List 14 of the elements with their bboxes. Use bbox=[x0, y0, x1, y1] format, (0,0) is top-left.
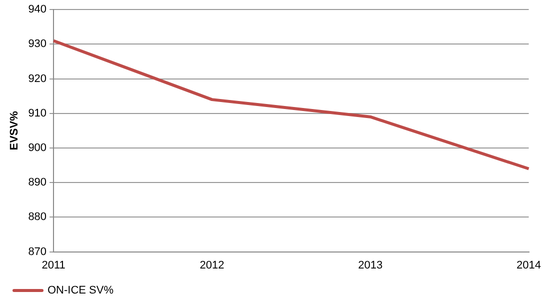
y-tick-label: 880 bbox=[28, 211, 47, 224]
y-axis-title: EVSV% bbox=[8, 110, 21, 150]
y-tick-label: 920 bbox=[28, 72, 47, 85]
legend-label: ON-ICE SV% bbox=[48, 284, 114, 297]
y-tick-label: 900 bbox=[28, 142, 47, 154]
y-tick-label: 890 bbox=[28, 176, 47, 189]
y-tick-label: 910 bbox=[28, 107, 47, 120]
x-tick-label: 2013 bbox=[358, 259, 383, 272]
y-tick-label: 940 bbox=[28, 4, 47, 16]
x-tick-label: 2014 bbox=[516, 259, 542, 272]
x-tick-label: 2012 bbox=[200, 259, 224, 272]
y-tick-label: 870 bbox=[28, 246, 47, 258]
y-tick-label: 930 bbox=[28, 38, 47, 50]
x-tick-label: 2011 bbox=[42, 259, 66, 272]
